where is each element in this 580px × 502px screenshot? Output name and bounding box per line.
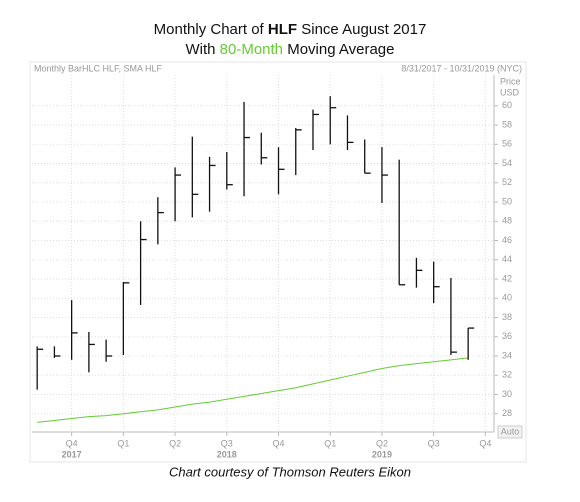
auto-button-label[interactable]: Auto [501,426,520,436]
x-tick-label: Q4 [66,438,78,448]
auto-button[interactable] [497,425,523,439]
y-tick-label: 50 [502,196,512,206]
subtitle-part: With [185,41,219,58]
y-tick-label: 44 [502,254,512,264]
moving-average-line [37,357,469,423]
x-tick-label: Q1 [117,438,129,448]
x-tick-label: Q3 [221,438,233,448]
x-tick-label: Q3 [428,438,440,448]
y-tick-label: 60 [502,100,512,110]
subtitle-highlight: 80-Month [220,41,283,58]
title-part: Monthly Chart of [154,21,268,38]
y-tick-label: 40 [502,293,512,303]
y-tick-label: 36 [502,331,512,341]
y-tick-label: 48 [502,216,512,226]
chart-subtitle: With 80-Month Moving Average [185,41,394,58]
x-tick-label: Q4 [479,438,491,448]
x-tick-label: Q2 [376,438,388,448]
y-tick-label: 30 [502,389,512,399]
y-tick-label: 38 [502,312,512,322]
y-tick-label: 28 [502,408,512,418]
y-tick-label: 34 [502,350,512,360]
header-left: Monthly BarHLC HLF, SMA HLF [34,63,163,73]
y-tick-label: 58 [502,119,512,129]
x-tick-label: Q4 [273,438,285,448]
y-axis-unit: USD [500,87,520,97]
subtitle-part: Moving Average [283,41,394,58]
y-tick-label: 52 [502,177,512,187]
y-tick-label: 56 [502,139,512,149]
y-tick-label: 54 [502,158,512,168]
year-label: 2018 [217,449,237,459]
y-tick-label: 32 [502,370,512,380]
header-right: 8/31/2017 - 10/31/2019 (NYC) [401,63,522,73]
x-tick-label: Q2 [169,438,181,448]
chart-title: Monthly Chart of HLF Since August 2017 [154,21,427,38]
y-tick-label: 46 [502,235,512,245]
caption: Chart courtesy of Thomson Reuters Eikon [169,464,411,479]
year-label: 2019 [372,449,392,459]
y-tick-label: 42 [502,273,512,283]
chart-frame [29,61,527,463]
title-ticker: HLF [268,21,297,38]
x-tick-label: Q1 [324,438,336,448]
title-part: Since August 2017 [297,21,426,38]
year-label: 2017 [62,449,82,459]
y-axis-label: Price [500,76,521,86]
